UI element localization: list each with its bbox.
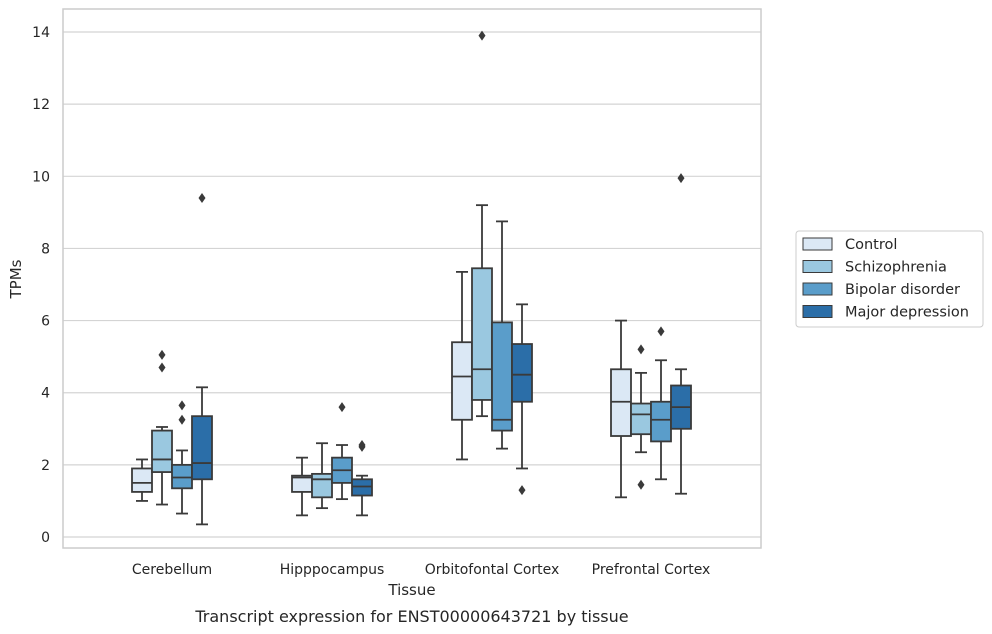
x-tick-label: Hipppocampus [280,562,385,578]
outlier-point [358,440,366,451]
box-control [451,270,473,461]
outlier-point [518,485,526,496]
box-body [191,415,213,481]
outlier-point [637,344,645,355]
box-major-depression [670,173,692,495]
box-control [610,319,632,499]
boxes [131,30,692,526]
box-schizophrenia [630,344,652,490]
box-body [511,343,533,403]
y-tick-label: 0 [41,530,50,546]
box-major-depression [351,440,373,517]
box-body [610,368,632,437]
y-tick-label: 4 [41,386,50,402]
x-tick-labels: Cerebellum Hipppocampus Orbitofontal Corte… [132,562,710,578]
box-schizophrenia [311,442,333,510]
legend-label: Schizophrenia [845,260,947,276]
box-bipolar-disorder [331,402,353,501]
x-tick-label: Prefrontal Cortex [592,562,711,578]
box-control [131,458,153,502]
outlier-point [158,349,166,360]
legend-frame [795,230,984,328]
plot-frame [62,8,762,549]
box-bipolar-disorder [171,400,193,515]
outlier-point [478,30,486,41]
outlier-point [657,326,665,337]
figure-title: Transcript expression for ENST0000064372… [194,607,628,626]
box-schizophrenia [151,349,173,506]
box-body [131,467,153,493]
outlier-point [198,192,206,203]
legend-label: Bipolar disorder [845,282,960,298]
x-axis-title: Tissue [387,581,435,599]
x-tick-label: Cerebellum [132,562,212,578]
legend-label: Major depression [845,305,969,321]
outlier-point [178,414,186,425]
y-tick-label: 2 [41,458,50,474]
box-major-depression [191,192,213,526]
legend-swatch [802,237,833,251]
legend-swatch [802,282,833,296]
legend-label: Control [845,237,897,253]
box-body [451,341,473,421]
y-tick-label: 12 [32,97,50,113]
y-tick-label: 8 [41,241,50,257]
y-tick-label: 10 [32,169,50,185]
y-tick-label: 6 [41,314,50,330]
outlier-point [158,362,166,373]
outlier-point [677,173,685,184]
outlier-point [338,402,346,413]
box-body [491,321,513,432]
y-tick-labels: 0 2 4 6 8 10 12 14 [32,25,50,546]
box-body [171,463,193,490]
box-control [291,456,313,517]
legend: Control Schizophrenia Bipolar disorder Majo… [795,230,984,328]
box-body [151,429,173,473]
box-bipolar-disorder [491,220,513,450]
box-body [650,400,672,443]
outlier-point [637,479,645,490]
box-body [630,402,652,436]
box-body [351,478,373,497]
box-bipolar-disorder [650,326,672,481]
box-major-depression [511,303,533,496]
y-axis-title: TPMs [7,259,25,299]
legend-swatch [802,305,833,318]
x-tick-label: Orbitofontal Cortex [425,562,560,578]
box-body [471,267,493,401]
legend-swatch [802,260,833,273]
y-tick-label: 14 [32,25,50,41]
box-schizophrenia [471,30,493,418]
outlier-point [178,400,186,411]
box-body [311,472,333,499]
